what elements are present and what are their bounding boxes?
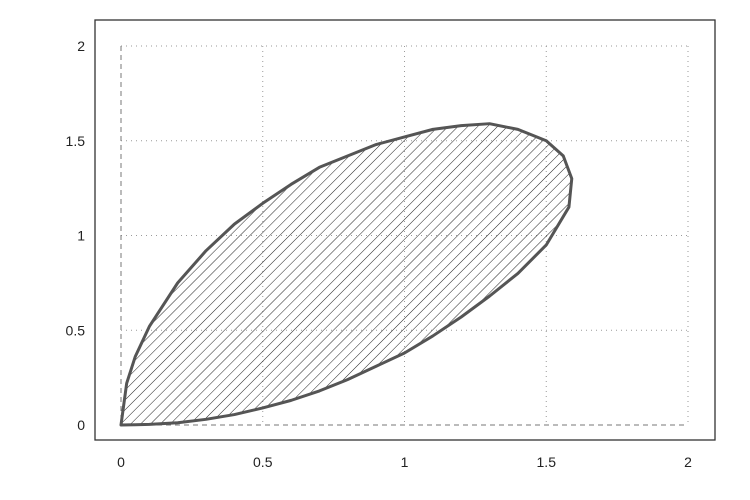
y-tick-label: 0.5 [66, 322, 86, 338]
region-outline [119, 122, 574, 427]
x-axis-ticks: 0 0.5 1 1.5 2 [117, 454, 692, 470]
y-axis-ticks: 0 0.5 1 1.5 2 [66, 38, 86, 433]
x-tick-label: 1 [401, 454, 409, 470]
hatched-region [121, 123, 572, 425]
y-tick-label: 1.5 [66, 133, 86, 149]
y-tick-label: 2 [77, 38, 85, 54]
x-tick-label: 2 [684, 454, 692, 470]
plot-frame [94, 19, 716, 441]
x-tick-label: 0 [117, 454, 125, 470]
y-tick-label: 1 [77, 228, 85, 244]
y-tick-label: 0 [77, 417, 85, 433]
x-tick-label: 0.5 [253, 454, 273, 470]
x-tick-label: 1.5 [537, 454, 557, 470]
reference-lines [120, 46, 688, 426]
